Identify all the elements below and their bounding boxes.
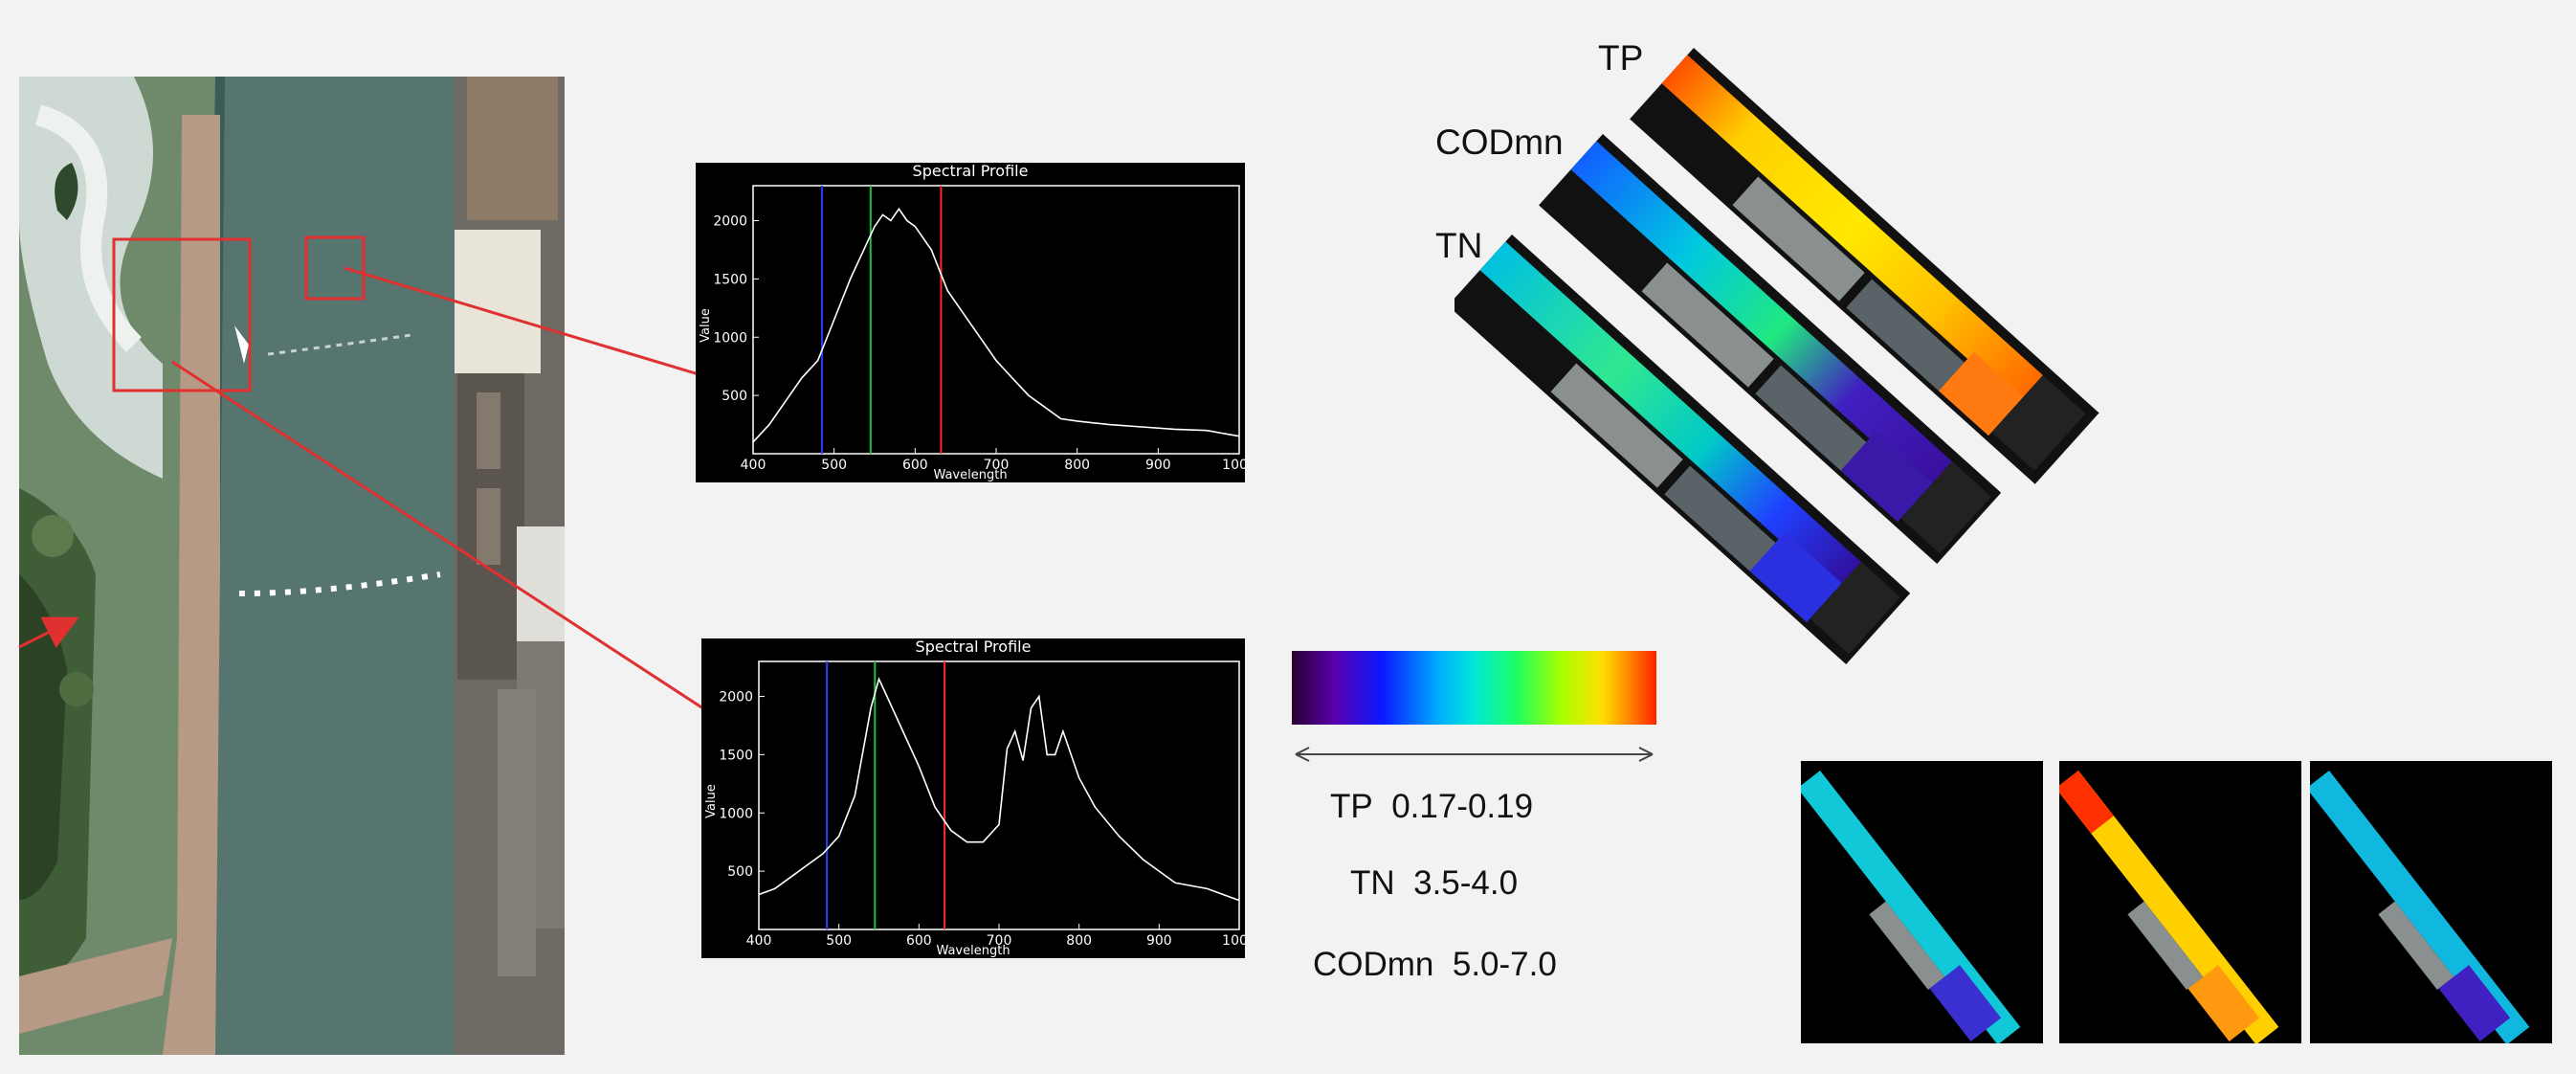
y-tick-label: 500 [722,389,747,404]
y-tick-label: 2000 [713,214,747,230]
y-tick-label: 2000 [719,690,753,705]
spectral-profile-top: Spectral Profile Wavelength Value 400 500… [696,163,1245,482]
tp-map [1630,47,2099,484]
legend-tp-range: 0.17-0.19 [1391,788,1534,825]
spectral-plot-top-svg: Spectral Profile Wavelength Value 400 500… [699,163,1245,482]
concentration-maps [1455,47,2099,665]
x-tick-label: 900 [1146,933,1172,949]
thumbnail-tp [2059,761,2301,1043]
plot-frame [758,660,1240,930]
y-axis-label: Value [704,784,719,818]
thumbnail-tn [1801,761,2043,1043]
x-tick-label: 600 [902,458,928,473]
y-tick-label: 1500 [719,748,753,763]
thumbnail-codmn [2310,761,2552,1043]
x-tick-label: 1000 [1222,933,1245,949]
legend-tp-label: TP [1330,788,1373,825]
spectral-plot-bottom-svg: Spectral Profile Wavelength Value 400 500… [704,638,1245,958]
plot-frame [752,185,1240,455]
y-tick-label: 1000 [713,330,747,346]
arrow-to-top-profile [344,266,768,402]
legend-tn: TN 3.5-4.0 [1350,864,1518,903]
selection-box-water [304,235,366,301]
x-tick-label: 700 [987,933,1012,949]
y-tick-label: 1500 [713,272,747,287]
legend-tn-label: TN [1350,864,1395,902]
x-tick-label: 600 [906,933,932,949]
x-tick-label: 500 [826,933,852,949]
color-scale-graphic [1292,651,1656,725]
legend-tn-range: 3.5-4.0 [1413,864,1519,902]
x-tick-label: 500 [821,458,847,473]
x-tick-label: 400 [746,933,772,949]
codmn-map [1539,134,2002,565]
x-axis-label: Wavelength [933,468,1007,482]
tn-map [1455,235,1911,665]
legend-codmn: CODmn 5.0-7.0 [1313,946,1557,984]
x-axis-label: Wavelength [936,944,1010,958]
legend-codmn-label: CODmn [1313,946,1434,983]
y-axis-label: Value [699,308,713,343]
map-label-tn: TN [1435,226,1483,265]
x-tick-label: 400 [741,458,766,473]
range-double-arrow [1295,747,1654,762]
x-tick-label: 1000 [1222,458,1245,473]
x-tick-label: 700 [984,458,1010,473]
aerial-image-graphic [19,77,565,1055]
aerial-image [19,77,565,1055]
spectrum-line [752,207,1240,443]
legend-tp: TP 0.17-0.19 [1330,788,1533,826]
map-label-codmn: CODmn [1435,123,1564,162]
x-tick-label: 800 [1064,458,1090,473]
plot-title: Spectral Profile [916,638,1032,656]
x-tick-label: 800 [1066,933,1092,949]
y-tick-label: 500 [727,864,753,880]
arrow-left-edge [18,616,79,649]
spectrum-line [758,676,1240,902]
plot-title: Spectral Profile [913,163,1029,180]
x-tick-label: 900 [1145,458,1171,473]
legend-codmn-range: 5.0-7.0 [1452,946,1557,983]
y-tick-label: 1000 [719,806,753,821]
color-scale-bar [1292,651,1656,725]
map-label-tp: TP [1598,38,1644,78]
spectral-profile-bottom: Spectral Profile Wavelength Value 400 500… [701,638,1245,958]
selection-box-land [112,237,252,392]
